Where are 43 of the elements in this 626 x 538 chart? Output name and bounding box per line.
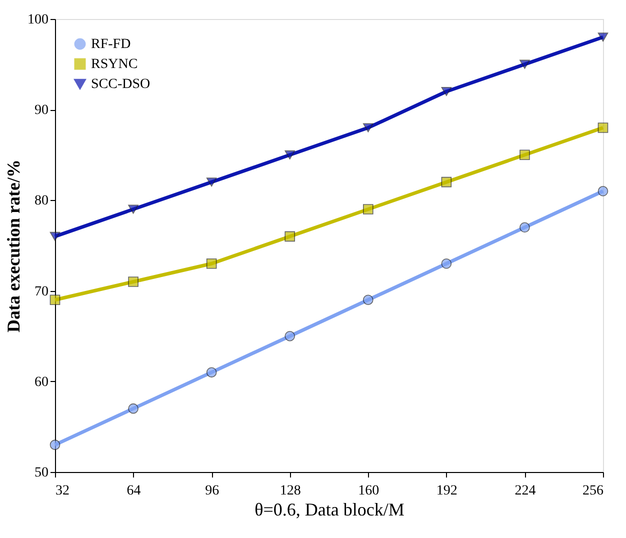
x-tick-label: 96 <box>205 484 220 498</box>
x-axis-title: θ=0.6, Data block/M <box>254 500 404 520</box>
point <box>598 122 608 133</box>
y-tick-label: 60 <box>34 374 48 390</box>
legend-label: SCC-DSO <box>91 77 150 92</box>
x-tick-label: 256 <box>582 484 604 498</box>
point <box>128 204 138 214</box>
point <box>441 176 452 188</box>
x-tick-label: 192 <box>436 484 458 498</box>
y-tick-label: 50 <box>34 466 48 480</box>
x-tick-label: 64 <box>126 484 141 498</box>
point <box>363 204 374 214</box>
y-tick-label: 100 <box>28 12 48 28</box>
point <box>284 150 295 160</box>
point <box>206 178 217 187</box>
point <box>50 294 60 306</box>
point <box>363 294 374 305</box>
point <box>50 232 60 241</box>
point <box>128 276 138 287</box>
point <box>284 231 295 242</box>
y-tick-label: 80 <box>34 194 48 209</box>
y-tick-label: 90 <box>34 103 48 118</box>
point <box>598 32 608 42</box>
x-tick-label: 160 <box>358 484 380 498</box>
point <box>520 222 530 233</box>
point <box>128 403 138 414</box>
x-tick-label: 128 <box>280 484 301 498</box>
point <box>520 150 530 160</box>
point <box>206 258 217 269</box>
y-axis-title: Data execution rate/% <box>4 160 24 332</box>
point <box>363 123 374 132</box>
point <box>50 440 60 450</box>
point <box>441 86 452 96</box>
x-tick-label: 224 <box>514 484 536 498</box>
x-tick-label: 32 <box>56 484 70 498</box>
legend-label: RF-FD <box>91 37 131 52</box>
point <box>441 258 452 269</box>
point <box>598 186 608 196</box>
y-tick-label: 70 <box>34 284 48 300</box>
point <box>284 330 295 342</box>
legend-label: RSYNC <box>91 57 138 72</box>
point <box>206 367 217 378</box>
point <box>520 60 530 69</box>
